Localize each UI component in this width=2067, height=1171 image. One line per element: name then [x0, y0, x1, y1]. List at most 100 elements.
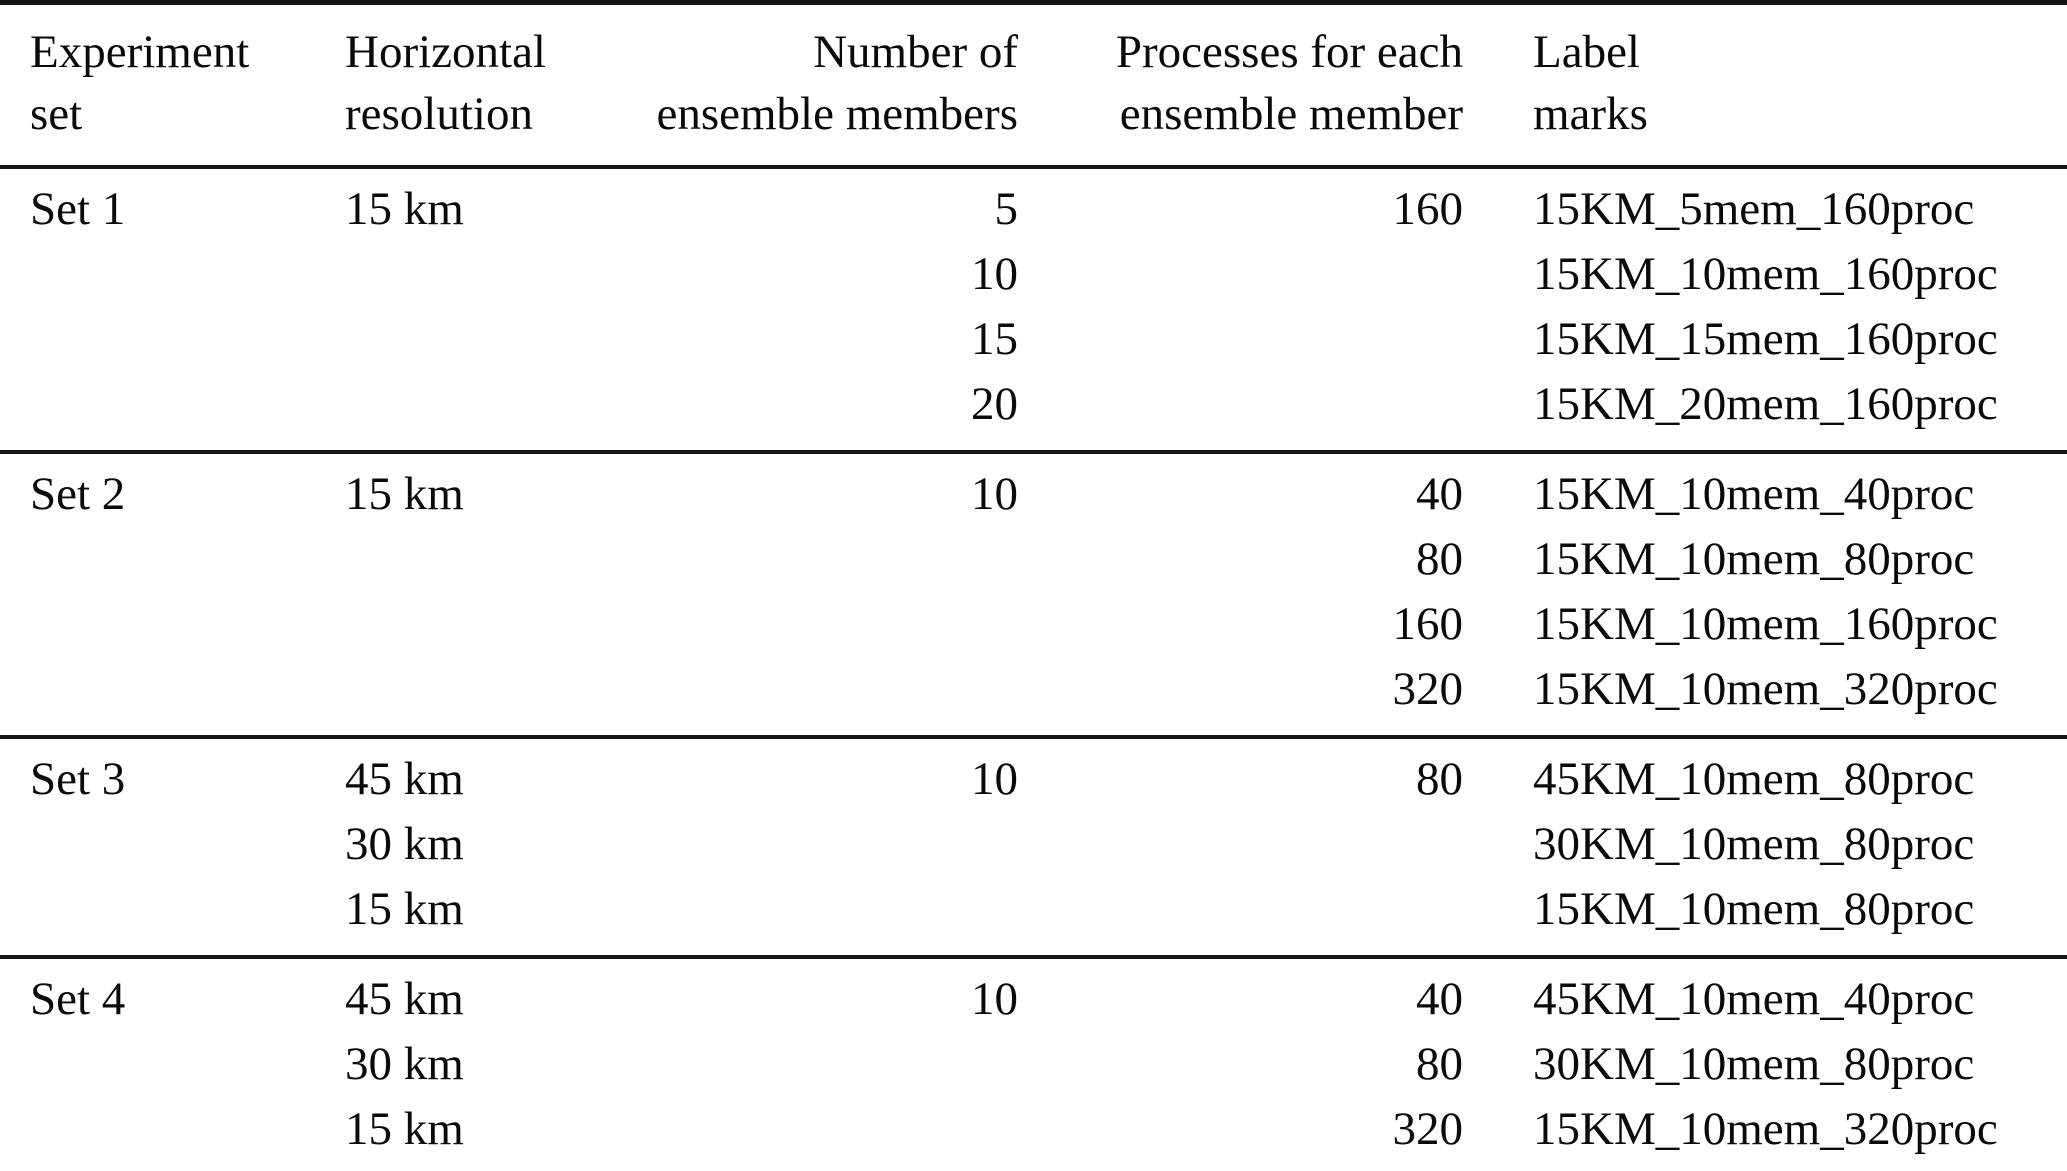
cell-processes: [1018, 812, 1463, 877]
cell-horizontal-resolution: [345, 657, 630, 737]
table-row: 15 km 320 15KM_10mem_320proc: [0, 1097, 2067, 1171]
table-row: Set 3 45 km 10 80 45KM_10mem_80proc: [0, 737, 2067, 812]
cell-label-marks: 15KM_10mem_80proc: [1533, 883, 1975, 935]
cell-processes: 160: [1392, 598, 1464, 650]
cell-ensemble-members: [630, 812, 1018, 877]
cell-experiment-set: [0, 657, 345, 737]
cell-horizontal-resolution: 45 km: [345, 753, 464, 805]
header-line: resolution: [345, 88, 533, 140]
cell-processes: 80: [1416, 1038, 1463, 1090]
cell-ensemble-members: 10: [971, 248, 1018, 300]
cell-experiment-set: [0, 1097, 345, 1171]
cell-ensemble-members: 10: [971, 973, 1018, 1025]
table-row: 15 15KM_15mem_160proc: [0, 307, 2067, 372]
cell-label-marks: 15KM_15mem_160proc: [1533, 313, 1998, 365]
header-line: ensemble member: [1119, 88, 1463, 140]
cell-horizontal-resolution: 15 km: [345, 1103, 464, 1155]
table-row: 15 km 15KM_10mem_80proc: [0, 877, 2067, 957]
table-row: 20 15KM_20mem_160proc: [0, 372, 2067, 452]
header-line: Processes for each: [1115, 26, 1463, 78]
cell-label-marks: 15KM_10mem_160proc: [1533, 598, 1998, 650]
cell-processes: [1018, 242, 1463, 307]
cell-processes: [1018, 877, 1463, 957]
cell-horizontal-resolution: [345, 242, 630, 307]
cell-processes: [1018, 372, 1463, 452]
table-row: Set 1 15 km 5 160 15KM_5mem_160proc: [0, 167, 2067, 242]
cell-experiment-set: [0, 307, 345, 372]
cell-horizontal-resolution: 15 km: [345, 468, 464, 520]
cell-horizontal-resolution: 30 km: [345, 818, 464, 870]
cell-ensemble-members: 10: [971, 468, 1018, 520]
cell-processes: 320: [1392, 663, 1464, 715]
cell-processes: 80: [1416, 533, 1463, 585]
table-row: Set 4 45 km 10 40 45KM_10mem_40proc: [0, 957, 2067, 1032]
table-row: 30 km 30KM_10mem_80proc: [0, 812, 2067, 877]
cell-experiment-set: [0, 592, 345, 657]
table-row: Set 2 15 km 10 40 15KM_10mem_40proc: [0, 452, 2067, 527]
cell-experiment-set: Set 4: [30, 973, 126, 1025]
header-line: Experiment: [30, 26, 250, 78]
column-header-processes: Processes for each ensemble member: [1018, 2, 1463, 169]
cell-experiment-set: [0, 242, 345, 307]
cell-ensemble-members: [630, 1032, 1018, 1097]
cell-processes: 320: [1392, 1103, 1464, 1155]
cell-label-marks: 15KM_10mem_80proc: [1533, 533, 1975, 585]
cell-label-marks: 45KM_10mem_40proc: [1533, 973, 1975, 1025]
cell-experiment-set: Set 3: [30, 753, 126, 805]
cell-experiment-set: [0, 1032, 345, 1097]
column-header-horizontal-resolution: Horizontal resolution: [345, 2, 630, 169]
cell-label-marks: 15KM_5mem_160proc: [1533, 183, 1975, 235]
section-set-4: Set 4 45 km 10 40 45KM_10mem_40proc 30 km 80 30…: [0, 957, 2067, 1171]
cell-experiment-set: [0, 877, 345, 957]
cell-ensemble-members: [630, 527, 1018, 592]
column-header-label-marks: Label marks: [1463, 2, 2067, 169]
header-line: Label: [1533, 26, 1640, 78]
cell-label-marks: 30KM_10mem_80proc: [1533, 1038, 1975, 1090]
table-row: 30 km 80 30KM_10mem_80proc: [0, 1032, 2067, 1097]
section-set-3: Set 3 45 km 10 80 45KM_10mem_80proc 30 km 30KM…: [0, 737, 2067, 957]
cell-processes: 160: [1392, 183, 1464, 235]
cell-ensemble-members: [630, 1097, 1018, 1171]
cell-experiment-set: Set 2: [30, 468, 126, 520]
cell-horizontal-resolution: 45 km: [345, 973, 464, 1025]
cell-label-marks: 30KM_10mem_80proc: [1533, 818, 1975, 870]
section-set-1: Set 1 15 km 5 160 15KM_5mem_160proc 10 15KM_10…: [0, 167, 2067, 452]
cell-label-marks: 15KM_10mem_40proc: [1533, 468, 1975, 520]
cell-horizontal-resolution: 15 km: [345, 183, 464, 235]
cell-horizontal-resolution: [345, 372, 630, 452]
table-row: 160 15KM_10mem_160proc: [0, 592, 2067, 657]
table-row: 10 15KM_10mem_160proc: [0, 242, 2067, 307]
cell-experiment-set: [0, 812, 345, 877]
cell-horizontal-resolution: [345, 592, 630, 657]
cell-processes: 40: [1416, 468, 1463, 520]
cell-processes: [1018, 307, 1463, 372]
header-line: Horizontal: [345, 26, 546, 78]
cell-experiment-set: [0, 527, 345, 592]
cell-label-marks: 15KM_10mem_320proc: [1533, 663, 1998, 715]
cell-horizontal-resolution: [345, 527, 630, 592]
header-line: Number of: [813, 26, 1018, 78]
cell-ensemble-members: [630, 877, 1018, 957]
header-row: Experiment set Horizontal resolution Num…: [0, 2, 2067, 169]
section-set-2: Set 2 15 km 10 40 15KM_10mem_40proc 80 15KM_10…: [0, 452, 2067, 737]
column-header-ensemble-members: Number of ensemble members: [630, 2, 1018, 169]
cell-label-marks: 45KM_10mem_80proc: [1533, 753, 1975, 805]
cell-label-marks: 15KM_20mem_160proc: [1533, 378, 1998, 430]
table-header: Experiment set Horizontal resolution Num…: [0, 2, 2067, 169]
cell-ensemble-members: 10: [971, 753, 1018, 805]
header-line: set: [30, 88, 83, 140]
cell-horizontal-resolution: 30 km: [345, 1038, 464, 1090]
cell-horizontal-resolution: 15 km: [345, 883, 464, 935]
cell-processes: 40: [1416, 973, 1463, 1025]
cell-ensemble-members: 5: [994, 183, 1019, 235]
column-header-experiment-set: Experiment set: [0, 2, 345, 169]
cell-ensemble-members: 15: [971, 313, 1018, 365]
table-row: 320 15KM_10mem_320proc: [0, 657, 2067, 737]
cell-ensemble-members: [630, 657, 1018, 737]
cell-ensemble-members: [630, 592, 1018, 657]
header-line: marks: [1533, 88, 1648, 140]
cell-experiment-set: [0, 372, 345, 452]
cell-horizontal-resolution: [345, 307, 630, 372]
